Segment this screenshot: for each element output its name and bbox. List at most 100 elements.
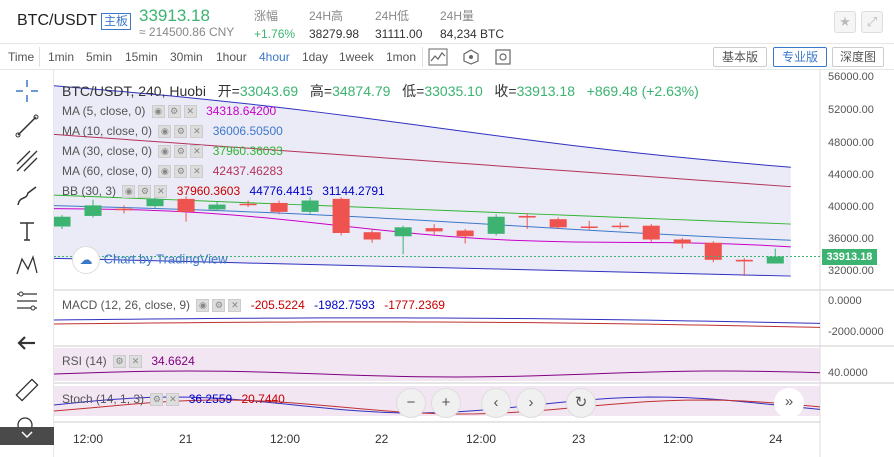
high-stat: 24H高 38279.98 bbox=[309, 7, 359, 41]
scroll-left-button[interactable]: ‹ bbox=[481, 388, 511, 418]
ruler-icon[interactable] bbox=[12, 375, 42, 405]
ohlc-readout: BTC/USDT, 240, Huobi 开=33043.69 高=34874.… bbox=[62, 81, 699, 101]
back-arrow-icon[interactable] bbox=[12, 328, 42, 358]
indicator-ma60[interactable]: MA (60, close, 0) ◉ ⚙ ✕ 42437.46283 bbox=[62, 164, 283, 179]
tf-1mon[interactable]: 1mon bbox=[386, 50, 417, 64]
candle-down bbox=[425, 228, 443, 232]
tf-4hour[interactable]: 4hour bbox=[259, 50, 290, 64]
settings-icon[interactable]: ⚙ bbox=[138, 185, 152, 199]
open-label: 开= bbox=[217, 83, 240, 99]
text-tool-icon[interactable] bbox=[12, 216, 42, 246]
indicator-macd[interactable]: MACD (12, 26, close, 9) ◉ ⚙ ✕ -205.5224 -1… bbox=[62, 298, 445, 313]
tf-30min[interactable]: 30min bbox=[170, 50, 203, 64]
eye-icon[interactable]: ◉ bbox=[122, 185, 136, 199]
candle-down bbox=[518, 215, 536, 218]
volume-stat: 24H量 84,234 BTC bbox=[440, 7, 504, 41]
close-icon[interactable]: ✕ bbox=[166, 393, 180, 407]
time-tick: 12:00 bbox=[270, 432, 301, 446]
tf-15min[interactable]: 15min bbox=[125, 50, 158, 64]
board-tag[interactable]: 主板 bbox=[101, 13, 131, 30]
indicator-bb[interactable]: BB (30, 3) ◉ ⚙ ✕ 37960.3603 44776.4415 311… bbox=[62, 184, 385, 199]
settings-icon[interactable]: ⚙ bbox=[174, 165, 188, 179]
settings-icon[interactable]: ⚙ bbox=[174, 125, 188, 139]
eye-icon[interactable]: ◉ bbox=[196, 299, 210, 313]
tf-5min[interactable]: 5min bbox=[86, 50, 113, 64]
bb-upper-line bbox=[54, 85, 791, 168]
indicator-ma10[interactable]: MA (10, close, 0) ◉ ⚙ ✕ 36006.50500 bbox=[62, 124, 283, 139]
time-tick: 12:00 bbox=[663, 432, 694, 446]
tf-time[interactable]: Time bbox=[8, 50, 35, 64]
indicators-icon[interactable] bbox=[428, 48, 448, 66]
candle-up bbox=[146, 198, 164, 207]
last-price: 33913.18 bbox=[139, 6, 210, 25]
indicator-value: 36.2559 bbox=[188, 392, 233, 406]
tf-1week[interactable]: 1week bbox=[339, 50, 374, 64]
view-basic-button[interactable]: 基本版 bbox=[713, 47, 767, 67]
indicator-value: 42437.46283 bbox=[212, 164, 283, 178]
candle-up bbox=[394, 227, 412, 237]
tf-1day[interactable]: 1day bbox=[302, 50, 329, 64]
rsi-band bbox=[54, 348, 820, 381]
price-chart[interactable]: BTC/USDT, 240, Huobi 开=33043.69 高=34874.… bbox=[54, 70, 894, 457]
compare-icon[interactable] bbox=[461, 48, 481, 66]
trend-line-icon[interactable] bbox=[12, 111, 42, 141]
eye-icon[interactable]: ◉ bbox=[151, 105, 165, 119]
close-icon[interactable]: ✕ bbox=[190, 125, 204, 139]
fullscreen-icon[interactable]: ⤢ bbox=[861, 11, 883, 33]
brush-icon[interactable] bbox=[12, 181, 42, 211]
view-pro-button[interactable]: 专业版 bbox=[773, 47, 827, 67]
settings-icon[interactable]: ⚙ bbox=[167, 105, 181, 119]
view-depth-button[interactable]: 深度图 bbox=[832, 47, 884, 67]
zoom-out-button[interactable]: − bbox=[396, 388, 426, 418]
settings-icon[interactable]: ⚙ bbox=[174, 145, 188, 159]
close-icon[interactable]: ✕ bbox=[190, 145, 204, 159]
tradingview-watermark[interactable]: ☁ Chart by TradingView bbox=[72, 246, 228, 274]
indicator-label: BB (30, 3) bbox=[62, 184, 117, 198]
indicator-ma30[interactable]: MA (30, close, 0) ◉ ⚙ ✕ 37960.36033 bbox=[62, 144, 283, 159]
price-tick: 56000.00 bbox=[828, 71, 874, 83]
favorite-star-icon[interactable]: ★ bbox=[834, 11, 856, 33]
close-label: 收= bbox=[494, 83, 517, 99]
indicator-rsi[interactable]: RSI (14) ⚙ ✕ 34.6624 bbox=[62, 354, 195, 369]
pattern-icon[interactable] bbox=[12, 251, 42, 281]
fib-tool-icon[interactable] bbox=[12, 286, 42, 316]
indicator-ma5[interactable]: MA (5, close, 0) ◉ ⚙ ✕ 34318.64200 bbox=[62, 104, 276, 119]
pitchfork-icon[interactable] bbox=[12, 146, 42, 176]
candle-up bbox=[54, 216, 71, 227]
eye-icon[interactable]: ◉ bbox=[158, 145, 172, 159]
tf-1hour[interactable]: 1hour bbox=[216, 50, 247, 64]
bollinger-band bbox=[54, 85, 791, 277]
close-icon[interactable]: ✕ bbox=[190, 165, 204, 179]
candle-down bbox=[580, 226, 598, 228]
rsi-line bbox=[54, 370, 821, 378]
last-price-label: 33913.18 bbox=[822, 249, 877, 265]
indicator-value: 34.6624 bbox=[151, 354, 195, 368]
candle-down bbox=[456, 230, 474, 237]
scroll-to-latest-button[interactable]: » bbox=[774, 388, 804, 418]
reset-chart-button[interactable]: ↻ bbox=[566, 388, 596, 418]
settings-icon[interactable]: ⚙ bbox=[212, 299, 226, 313]
eye-icon[interactable]: ◉ bbox=[158, 125, 172, 139]
close-icon[interactable]: ✕ bbox=[228, 299, 242, 313]
close-icon[interactable]: ✕ bbox=[183, 105, 197, 119]
ma60-line bbox=[54, 133, 791, 188]
candle-down bbox=[549, 219, 567, 228]
settings-icon[interactable]: ⚙ bbox=[113, 355, 127, 369]
collapse-toolbar-button[interactable] bbox=[0, 427, 54, 457]
candle-down bbox=[363, 232, 381, 240]
zoom-in-button[interactable]: + bbox=[431, 388, 461, 418]
ma5-line bbox=[54, 208, 791, 248]
tf-1min[interactable]: 1min bbox=[48, 50, 75, 64]
close-icon[interactable]: ✕ bbox=[129, 355, 143, 369]
settings-icon[interactable] bbox=[493, 48, 513, 66]
indicator-value: 20.7440 bbox=[241, 392, 285, 406]
close-icon[interactable]: ✕ bbox=[154, 185, 168, 199]
indicator-stoch[interactable]: Stoch (14, 1, 3) ⚙ ✕ 36.2559 20.7440 bbox=[62, 392, 285, 407]
settings-icon[interactable]: ⚙ bbox=[150, 393, 164, 407]
time-tick: 12:00 bbox=[73, 432, 104, 446]
crosshair-icon[interactable] bbox=[12, 76, 42, 106]
low-stat: 24H低 31111.00 bbox=[375, 7, 422, 41]
scroll-right-button[interactable]: › bbox=[516, 388, 546, 418]
eye-icon[interactable]: ◉ bbox=[158, 165, 172, 179]
